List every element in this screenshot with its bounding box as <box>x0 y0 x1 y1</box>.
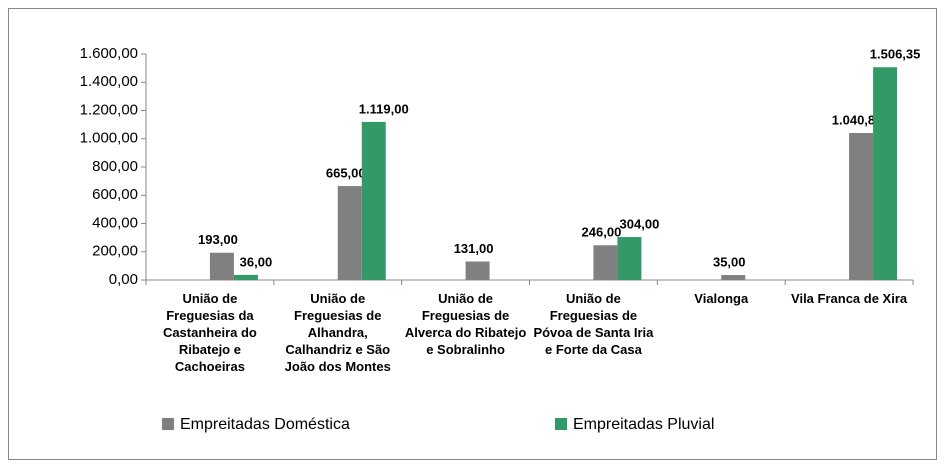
x-tick-label: União de Freguesias de Póvoa de Santa Ir… <box>533 291 654 357</box>
data-label: 246,00 <box>582 225 622 240</box>
y-tick-label: 1.400,00 <box>80 73 138 90</box>
x-tick-label: União de Freguesias de Alverca do Ribate… <box>404 291 527 357</box>
bar <box>617 237 642 280</box>
data-label: 35,00 <box>713 254 746 269</box>
data-label: 36,00 <box>240 254 273 269</box>
y-tick-label: 0,00 <box>109 271 138 288</box>
x-tick-label: Vila Franca de Xira <box>791 291 908 306</box>
x-tick-label: Vialonga <box>694 291 749 306</box>
y-tick-label: 800,00 <box>92 158 138 175</box>
data-label: 193,00 <box>198 232 238 247</box>
x-tick-label: União de Freguesias de Alhandra, Calhand… <box>284 291 391 374</box>
bar <box>361 121 386 280</box>
y-tick-label: 1.000,00 <box>80 130 138 147</box>
x-tick-label: União de Freguesias da Castanheira do Ri… <box>162 291 257 374</box>
bar <box>849 132 874 280</box>
data-label: 131,00 <box>454 241 494 256</box>
legend-swatch <box>162 418 174 430</box>
legend-swatch <box>555 418 567 430</box>
y-tick-label: 1.600,00 <box>80 45 138 62</box>
bar <box>465 261 490 280</box>
bar <box>233 274 258 280</box>
data-label: 665,00 <box>326 166 366 181</box>
data-label: 1.506,35 <box>870 47 921 62</box>
data-label: 304,00 <box>620 216 660 231</box>
data-label: 1.119,00 <box>359 101 409 116</box>
data-label: 1.040,85 <box>832 112 883 127</box>
bar <box>209 252 234 280</box>
y-tick-label: 600,00 <box>92 186 138 203</box>
y-tick-label: 400,00 <box>92 214 138 231</box>
y-tick-label: 1.200,00 <box>80 101 138 118</box>
chart-border <box>8 8 937 460</box>
legend-label: Empreitadas Doméstica <box>180 416 350 433</box>
bar <box>593 245 618 280</box>
bar <box>337 186 362 280</box>
bar <box>721 275 746 280</box>
bar <box>873 67 898 281</box>
y-tick-label: 200,00 <box>92 243 138 260</box>
legend-label: Empreitadas Pluvial <box>573 416 714 433</box>
